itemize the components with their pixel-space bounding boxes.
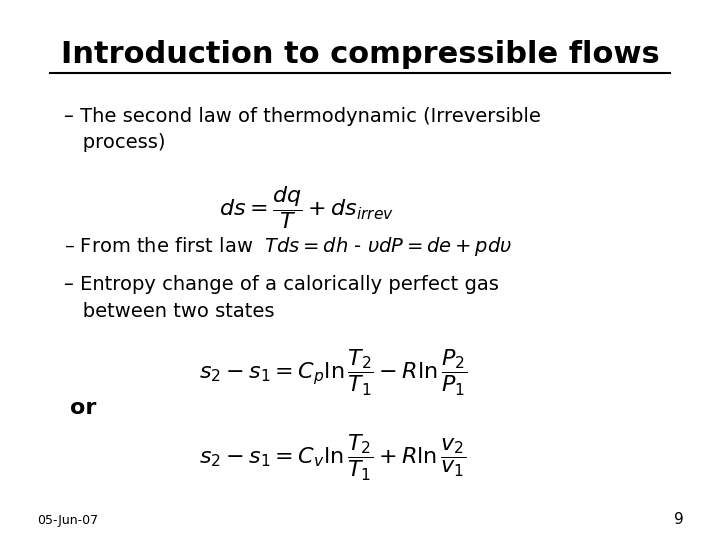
Text: 9: 9 (674, 511, 683, 526)
Text: $s_2 - s_1 = C_v\ln\dfrac{T_2}{T_1} + R\ln\dfrac{v_2}{v_1}$: $s_2 - s_1 = C_v\ln\dfrac{T_2}{T_1} + R\… (199, 433, 467, 483)
Text: $ds = \dfrac{dq}{T} + ds_{irrev}$: $ds = \dfrac{dq}{T} + ds_{irrev}$ (219, 185, 394, 232)
Text: – Entropy change of a calorically perfect gas
   between two states: – Entropy change of a calorically perfec… (63, 275, 498, 321)
Text: $s_2 - s_1 = C_p\ln\dfrac{T_2}{T_1} - R\ln\dfrac{P_2}{P_1}$: $s_2 - s_1 = C_p\ln\dfrac{T_2}{T_1} - R\… (199, 348, 467, 397)
Text: – The second law of thermodynamic (Irreversible
   process): – The second law of thermodynamic (Irrev… (63, 107, 541, 152)
Text: or: or (71, 399, 96, 418)
Text: 05-Jun-07: 05-Jun-07 (37, 514, 98, 526)
Text: Introduction to compressible flows: Introduction to compressible flows (60, 40, 660, 69)
Text: – From the first law  $Tds = dh$ - $\upsilon dP = de +pd\upsilon$: – From the first law $Tds = dh$ - $\upsi… (63, 235, 512, 258)
